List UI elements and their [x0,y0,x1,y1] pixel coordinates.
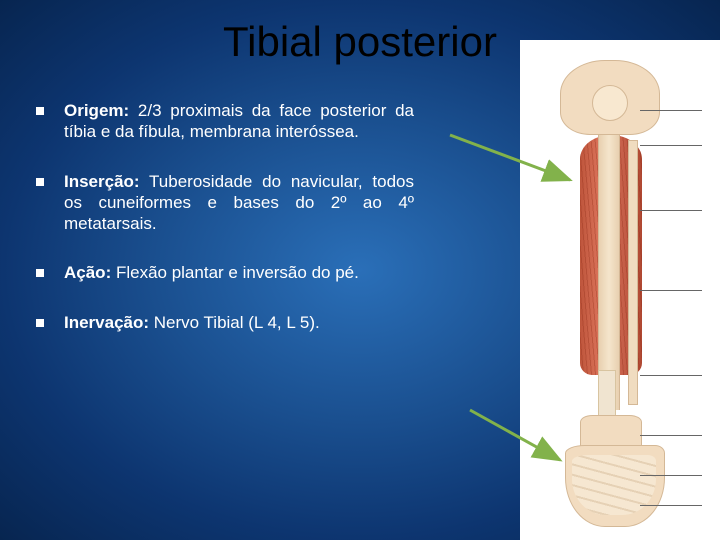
bullet-marker-icon [36,178,44,186]
bullet-label: Inervação: [64,313,149,332]
bullet-marker-icon [36,107,44,115]
bullet-label: Origem: [64,101,129,120]
bullet-label: Ação: [64,263,111,282]
foot-bones [572,455,656,515]
bullet-text: Origem: 2/3 proximais da face posterior … [64,100,414,143]
content-area: Origem: 2/3 proximais da face posterior … [36,100,414,361]
bullet-marker-icon [36,319,44,327]
bullet-body: Nervo Tibial (L 4, L 5). [149,313,320,332]
bullet-item: Ação: Flexão plantar e inversão do pé. [36,262,414,283]
bullet-item: Inserção: Tuberosidade do navicular, tod… [36,171,414,235]
patella-shape [592,85,628,121]
bullet-body: Flexão plantar e inversão do pé. [111,263,359,282]
bullet-label: Inserção: [64,172,140,191]
slide: Tibial posterior Origem: 2/3 proximais d… [0,0,720,540]
bullet-text: Inserção: Tuberosidade do navicular, tod… [64,171,414,235]
bullet-text: Inervação: Nervo Tibial (L 4, L 5). [64,312,414,333]
anatomy-image [520,40,720,540]
bullet-marker-icon [36,269,44,277]
fibula-bone [628,140,638,405]
tibia-bone [598,130,620,410]
bullet-text: Ação: Flexão plantar e inversão do pé. [64,262,414,283]
anatomy-figure [520,40,720,540]
bullet-item: Origem: 2/3 proximais da face posterior … [36,100,414,143]
bullet-item: Inervação: Nervo Tibial (L 4, L 5). [36,312,414,333]
